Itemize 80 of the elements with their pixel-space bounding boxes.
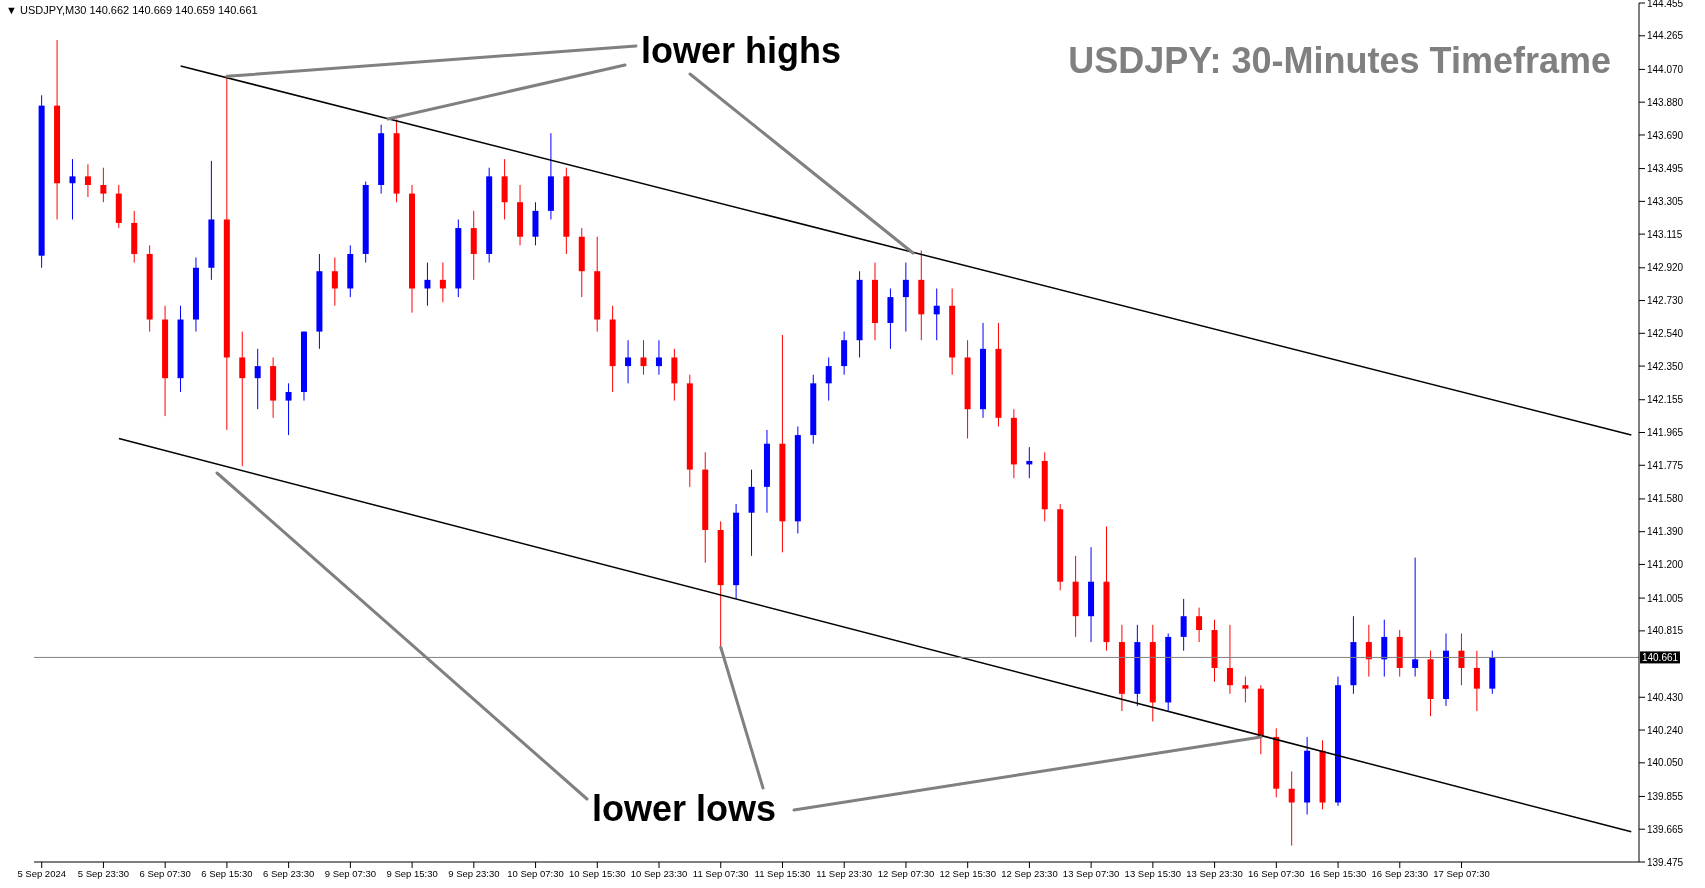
y-tick-label: 142.920 <box>1647 262 1684 274</box>
annotation: lower lows <box>592 788 777 830</box>
candlestick <box>1381 619 1388 678</box>
candlestick <box>439 262 446 303</box>
x-tick-label: 11 Sep 23:30 <box>816 867 873 879</box>
y-tick-label: 144.070 <box>1647 63 1684 75</box>
y-tick-label: 141.965 <box>1647 427 1684 439</box>
y-tick-label: 141.005 <box>1647 592 1684 604</box>
y-tick-label: 139.855 <box>1647 791 1684 802</box>
y-tick-label: 141.580 <box>1647 493 1684 505</box>
y-tick-label: 143.690 <box>1647 129 1684 141</box>
candlestick <box>1365 624 1372 678</box>
chart-subtitle: ▼ USDJPY,M30 140.662 140.669 140.659 140.661 <box>6 4 258 16</box>
x-tick-label: 16 Sep 15:30 <box>1309 867 1367 879</box>
y-tick-label: 141.200 <box>1647 559 1684 570</box>
candlestick <box>655 339 662 376</box>
candlestick <box>69 158 76 220</box>
y-tick-label: 144.455 <box>1647 0 1684 9</box>
x-tick-label: 16 Sep 23:30 <box>1371 867 1429 879</box>
candlestick <box>424 262 431 307</box>
candlestick <box>1180 598 1187 652</box>
candlestick <box>1242 676 1249 703</box>
x-tick-label: 16 Sep 07:30 <box>1248 867 1305 879</box>
candlestick <box>1473 650 1480 712</box>
y-tick-label: 141.775 <box>1647 459 1684 471</box>
candlestick <box>1226 624 1233 695</box>
candlestick <box>825 356 832 402</box>
y-tick-label: 140.430 <box>1647 691 1684 703</box>
x-tick-label: 5 Sep 23:30 <box>77 867 130 879</box>
y-tick-label: 142.730 <box>1647 295 1684 307</box>
candlestick <box>625 339 632 384</box>
y-tick-label: 140.050 <box>1647 757 1684 769</box>
x-tick-label: 6 Sep 07:30 <box>139 867 191 879</box>
x-tick-label: 9 Sep 23:30 <box>448 867 500 879</box>
candlestick <box>1458 632 1465 686</box>
y-tick-label: 142.350 <box>1647 360 1684 372</box>
y-tick-label: 143.495 <box>1647 163 1684 175</box>
x-tick-label: 10 Sep 07:30 <box>507 867 564 879</box>
candlestick <box>254 348 261 410</box>
y-tick-label: 139.475 <box>1647 856 1684 868</box>
y-tick-label: 140.815 <box>1647 625 1684 637</box>
x-tick-label: 12 Sep 15:30 <box>939 867 996 879</box>
y-tick-label: 143.305 <box>1647 195 1684 207</box>
x-tick-label: 12 Sep 07:30 <box>877 867 935 879</box>
candlestick <box>1196 607 1203 643</box>
candlestick <box>640 339 647 376</box>
x-tick-label: 6 Sep 15:30 <box>201 867 253 879</box>
x-tick-label: 17 Sep 07:30 <box>1433 867 1490 879</box>
x-tick-label: 13 Sep 15:30 <box>1124 867 1182 879</box>
x-tick-label: 5 Sep 2024 <box>17 867 67 879</box>
candlestick <box>933 287 940 341</box>
candlestick <box>100 167 107 203</box>
x-tick-label: 10 Sep 15:30 <box>569 867 626 879</box>
candlestick <box>1288 770 1295 847</box>
candlestick <box>902 262 909 333</box>
annotation: lower highs <box>641 30 842 72</box>
y-tick-label: 142.155 <box>1647 394 1684 406</box>
y-tick-label: 139.665 <box>1647 823 1684 835</box>
y-tick-label: 141.390 <box>1647 526 1684 538</box>
candlestick <box>84 163 91 198</box>
x-tick-label: 12 Sep 23:30 <box>1001 867 1058 879</box>
x-tick-label: 10 Sep 23:30 <box>630 867 688 879</box>
x-tick-label: 13 Sep 23:30 <box>1186 867 1243 879</box>
text: USDJPY: 30-Minutes Timeframe <box>1068 40 1611 82</box>
y-tick-label: 142.540 <box>1647 327 1684 339</box>
x-tick-label: 11 Sep 07:30 <box>692 867 749 879</box>
candlestick <box>239 331 246 467</box>
x-tick-label: 11 Sep 15:30 <box>754 867 811 879</box>
y-tick-label: 144.265 <box>1647 30 1684 42</box>
y-tick-label: 140.240 <box>1647 724 1684 736</box>
x-tick-label: 9 Sep 07:30 <box>324 867 376 879</box>
candlestick <box>1412 557 1419 678</box>
ref-line-label: 140.661 <box>1641 652 1679 664</box>
x-tick-label: 9 Sep 15:30 <box>386 867 438 879</box>
x-tick-label: 13 Sep 07:30 <box>1062 867 1120 879</box>
y-tick-label: 143.880 <box>1647 96 1684 108</box>
y-tick-label: 143.115 <box>1647 228 1683 240</box>
x-tick-label: 6 Sep 23:30 <box>263 867 315 879</box>
candlestick <box>331 256 338 307</box>
candlestick <box>285 382 292 436</box>
